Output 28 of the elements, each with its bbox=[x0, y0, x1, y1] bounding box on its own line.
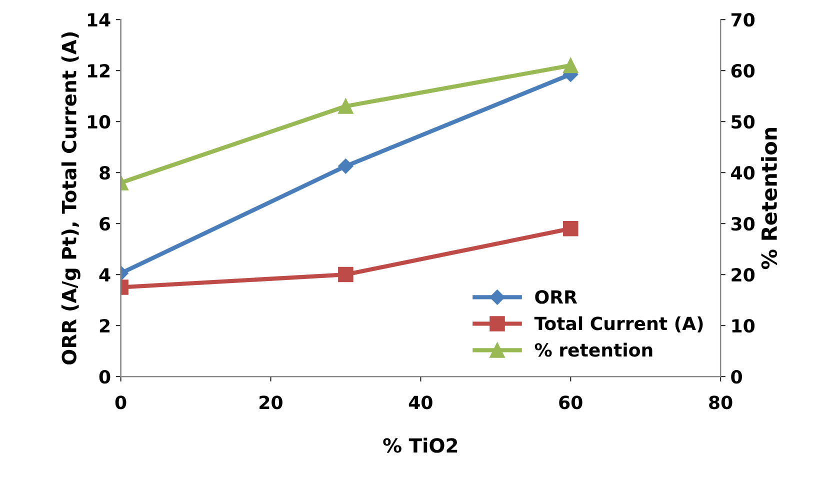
x-tick-label: 80 bbox=[709, 396, 732, 410]
y-tick-label: 0 bbox=[99, 370, 110, 384]
y-axis-title: ORR (A/g Pt), Total Current (A) bbox=[61, 32, 80, 364]
y2-tick-label: 20 bbox=[732, 268, 755, 282]
x-axis-title: % TiO2 bbox=[383, 438, 458, 453]
legend-label: % retention bbox=[534, 342, 652, 357]
y2-tick-label: 0 bbox=[731, 370, 742, 384]
y-tick-label: 10 bbox=[88, 115, 110, 129]
y-tick-label: 2 bbox=[100, 318, 110, 332]
y-tick-label: 14 bbox=[88, 13, 110, 26]
legend-label: Total Current (A) bbox=[534, 316, 703, 332]
y2-tick-label: 40 bbox=[731, 166, 755, 180]
y2-tick-label: 70 bbox=[731, 13, 755, 27]
y2-tick-label: 60 bbox=[731, 64, 755, 78]
x-tick-label: 40 bbox=[408, 396, 432, 410]
y2-axis-title: % Retention bbox=[760, 128, 778, 270]
x-tick-label: 0 bbox=[115, 396, 126, 410]
y2-tick-label: 30 bbox=[731, 217, 755, 231]
legend-label: ORR bbox=[535, 290, 578, 304]
y-tick-label: 4 bbox=[99, 268, 110, 282]
x-tick-label: 20 bbox=[260, 396, 282, 410]
y-tick-label: 6 bbox=[100, 217, 110, 231]
x-tick-label: 60 bbox=[559, 396, 582, 410]
y-tick-label: 8 bbox=[100, 166, 110, 180]
y-tick-label: 12 bbox=[88, 64, 110, 78]
y2-tick-label: 50 bbox=[732, 115, 755, 129]
y2-tick-label: 10 bbox=[732, 318, 755, 333]
point bbox=[562, 221, 578, 236]
